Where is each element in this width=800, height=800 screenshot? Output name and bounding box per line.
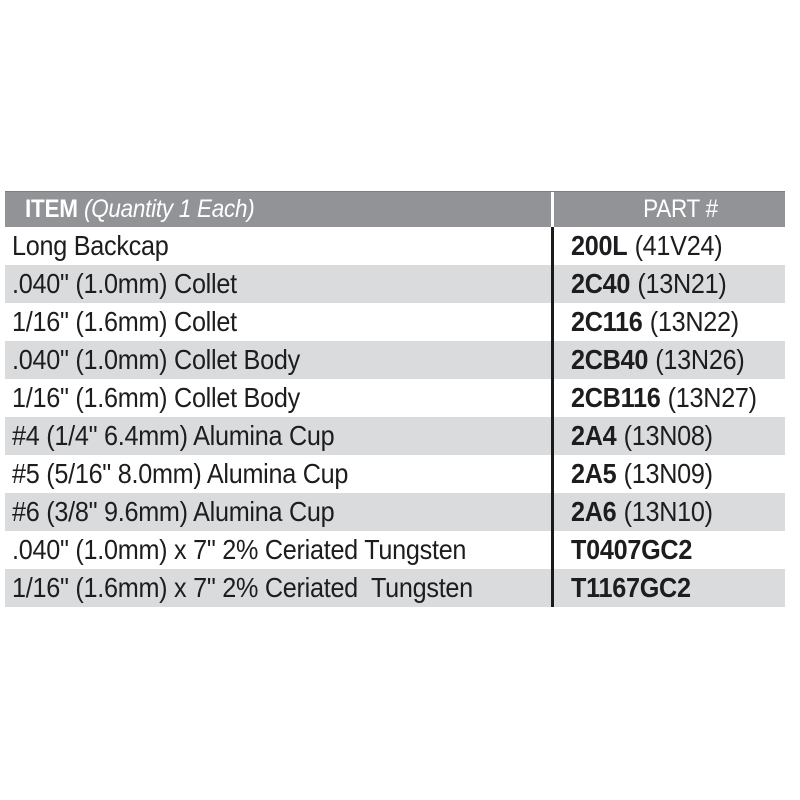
header-cell-item: ITEM (Quantity 1 Each)	[5, 197, 551, 222]
item-name: 1/16" (1.6mm) x 7" 2% Ceriated Tungsten	[12, 572, 473, 603]
table-row: 1/16" (1.6mm) x 7" 2% Ceriated Tungsten …	[5, 569, 785, 607]
item-cell: Long Backcap	[5, 232, 551, 260]
column-divider-line	[551, 265, 554, 303]
part-cell: 200L (41V24)	[554, 232, 785, 260]
parts-table: ITEM (Quantity 1 Each) PART # Long Backca…	[5, 191, 785, 607]
part-code: 2CB40	[571, 344, 649, 375]
part-cell: 2A5 (13N09)	[554, 460, 785, 488]
item-name: .040" (1.0mm) Collet	[12, 268, 237, 299]
part-code: 2C116	[571, 306, 643, 337]
column-divider-line	[551, 341, 554, 379]
column-divider-line	[551, 417, 554, 455]
table-row: 1/16" (1.6mm) Collet Body 2CB116 (13N27)	[5, 379, 785, 417]
table-row: .040" (1.0mm) x 7" 2% Ceriated Tungsten …	[5, 531, 785, 569]
item-name: #4 (1/4" 6.4mm) Alumina Cup	[12, 420, 335, 451]
column-divider-line	[551, 303, 554, 341]
part-cell: 2C116 (13N22)	[554, 308, 785, 336]
part-code: T0407GC2	[571, 534, 693, 565]
item-name: .040" (1.0mm) Collet Body	[12, 344, 300, 375]
item-cell: 1/16" (1.6mm) x 7" 2% Ceriated Tungsten	[5, 574, 551, 602]
part-code: 2C40	[571, 268, 631, 299]
table-row: Long Backcap 200L (41V24)	[5, 227, 785, 265]
table-row: .040" (1.0mm) Collet Body 2CB40 (13N26)	[5, 341, 785, 379]
part-ref-number: (13N22)	[649, 306, 739, 337]
item-name: 1/16" (1.6mm) Collet	[12, 306, 237, 337]
item-cell: .040" (1.0mm) Collet Body	[5, 346, 551, 374]
table-row: #4 (1/4" 6.4mm) Alumina Cup 2A4 (13N08)	[5, 417, 785, 455]
table-row: .040" (1.0mm) Collet 2C40 (13N21)	[5, 265, 785, 303]
part-code: 2CB116	[571, 382, 661, 413]
item-cell: 1/16" (1.6mm) Collet	[5, 308, 551, 336]
item-cell: .040" (1.0mm) Collet	[5, 270, 551, 298]
item-cell: #6 (3/8" 9.6mm) Alumina Cup	[5, 498, 551, 526]
part-ref-number: (13N08)	[623, 420, 713, 451]
item-cell: #5 (5/16" 8.0mm) Alumina Cup	[5, 460, 551, 488]
part-code: 2A5	[571, 458, 617, 489]
part-cell: T1167GC2	[554, 574, 785, 602]
column-divider-line	[551, 455, 554, 493]
part-ref-number: (41V24)	[634, 230, 723, 261]
table-body: Long Backcap 200L (41V24) .040" (1.0mm) C…	[5, 227, 785, 607]
part-cell: 2CB40 (13N26)	[554, 346, 785, 374]
header-column-gap	[551, 192, 554, 227]
part-code: 200L	[571, 230, 628, 261]
part-code: T1167GC2	[571, 572, 691, 603]
column-divider-line	[551, 227, 554, 265]
table-row: 1/16" (1.6mm) Collet 2C116 (13N22)	[5, 303, 785, 341]
item-name: #6 (3/8" 9.6mm) Alumina Cup	[12, 496, 335, 527]
part-ref-number: (13N10)	[623, 496, 713, 527]
table-row: #5 (5/16" 8.0mm) Alumina Cup 2A5 (13N09)	[5, 455, 785, 493]
part-header-label: PART #	[643, 195, 718, 223]
part-cell: 2CB116 (13N27)	[554, 384, 785, 412]
table-header-row: ITEM (Quantity 1 Each) PART #	[5, 191, 785, 227]
part-cell: T0407GC2	[554, 536, 785, 564]
part-cell: 2A4 (13N08)	[554, 422, 785, 450]
part-cell: 2C40 (13N21)	[554, 270, 785, 298]
item-header-label: ITEM	[25, 195, 78, 223]
item-cell: 1/16" (1.6mm) Collet Body	[5, 384, 551, 412]
part-ref-number: (13N26)	[655, 344, 745, 375]
item-cell: #4 (1/4" 6.4mm) Alumina Cup	[5, 422, 551, 450]
header-cell-part: PART #	[554, 197, 785, 222]
part-cell: 2A6 (13N10)	[554, 498, 785, 526]
column-divider-line	[551, 531, 554, 569]
item-name: Long Backcap	[12, 230, 169, 261]
table-row: #6 (3/8" 9.6mm) Alumina Cup 2A6 (13N10)	[5, 493, 785, 531]
column-divider-line	[551, 569, 554, 607]
item-cell: .040" (1.0mm) x 7" 2% Ceriated Tungsten	[5, 536, 551, 564]
item-name: #5 (5/16" 8.0mm) Alumina Cup	[12, 458, 349, 489]
column-divider-line	[551, 379, 554, 417]
part-code: 2A6	[571, 496, 617, 527]
quantity-note: (Quantity 1 Each)	[83, 195, 255, 223]
part-ref-number: (13N09)	[623, 458, 713, 489]
part-ref-number: (13N27)	[667, 382, 757, 413]
column-divider-line	[551, 493, 554, 531]
item-name: .040" (1.0mm) x 7" 2% Ceriated Tungsten	[12, 534, 467, 565]
item-name: 1/16" (1.6mm) Collet Body	[12, 382, 300, 413]
part-ref-number: (13N21)	[637, 268, 727, 299]
part-code: 2A4	[571, 420, 617, 451]
